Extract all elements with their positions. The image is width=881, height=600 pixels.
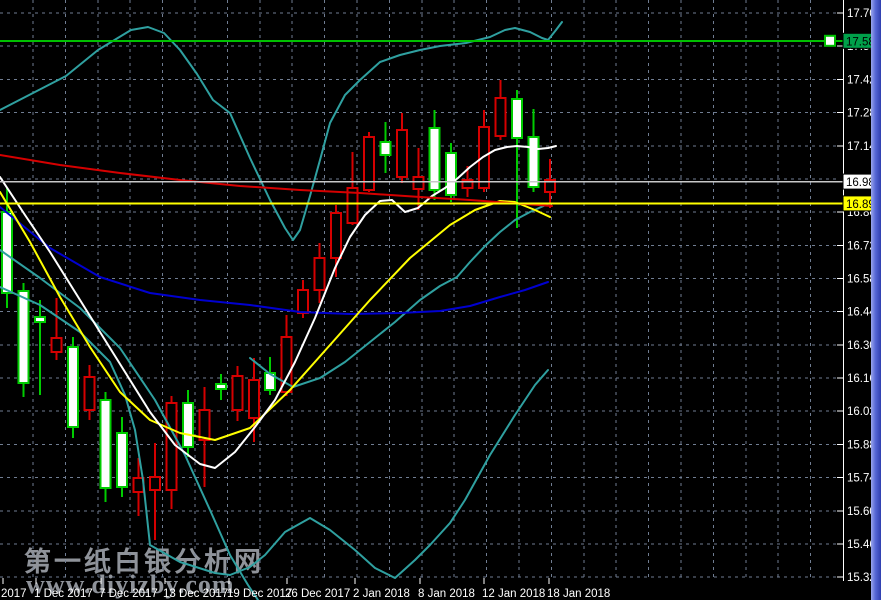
date-tick-label: 13 Dec 2017 <box>163 588 228 600</box>
window-right-edge <box>871 0 881 600</box>
candle <box>362 132 375 192</box>
candle <box>379 122 392 173</box>
candle <box>165 396 178 510</box>
candle <box>149 443 161 540</box>
candle <box>395 113 408 183</box>
candle <box>478 110 490 192</box>
bollinger-middle <box>249 203 549 388</box>
candle <box>231 366 244 421</box>
resistance-line[interactable] <box>0 34 843 47</box>
candle <box>527 109 540 192</box>
bollinger-lower <box>0 286 549 579</box>
ma-blue <box>0 206 549 315</box>
candle <box>412 147 425 210</box>
candle <box>66 337 79 438</box>
indicator-lines-layer <box>0 21 563 600</box>
candle <box>33 300 46 396</box>
candle <box>313 242 326 303</box>
date-tick-label: 7 Dec 2017 <box>99 588 158 600</box>
date-tick-label: 2017 <box>1 588 27 600</box>
candle <box>99 392 112 502</box>
date-tick-label: 19 Dec 2017 <box>227 588 292 600</box>
candle <box>543 159 556 208</box>
ma-yellow <box>0 191 551 441</box>
date-tick-label: 18 Jan 2018 <box>547 588 610 600</box>
candle <box>511 90 523 228</box>
date-tick-label: 12 Jan 2018 <box>482 588 545 600</box>
candle <box>428 110 441 200</box>
candle <box>445 142 458 202</box>
line-drag-handle[interactable] <box>824 34 836 47</box>
candle <box>346 151 359 225</box>
date-tick-label: 26 Dec 2017 <box>285 588 350 600</box>
candles-layer <box>1 79 556 540</box>
date-tick-label: 8 Jan 2018 <box>418 588 475 600</box>
ma-red <box>0 154 553 207</box>
candle <box>50 297 63 360</box>
bollinger-upper <box>0 21 563 241</box>
candle <box>214 374 227 401</box>
candle <box>494 79 507 141</box>
candle <box>116 416 129 497</box>
candle <box>17 283 30 397</box>
date-tick-label: 1 Dec 2017 <box>34 588 93 600</box>
grid-layer <box>0 0 836 578</box>
candle <box>83 365 96 420</box>
band-dive-left <box>0 249 259 600</box>
candle <box>181 389 194 457</box>
ma-white <box>0 145 557 469</box>
candle <box>132 457 145 516</box>
watermark-site-name: 第一纸白银分析网 <box>24 547 264 577</box>
date-tick-label: 2 Jan 2018 <box>353 588 410 600</box>
